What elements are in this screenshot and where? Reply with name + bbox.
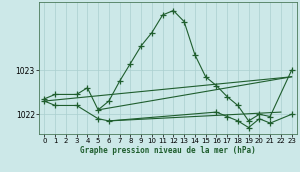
X-axis label: Graphe pression niveau de la mer (hPa): Graphe pression niveau de la mer (hPa) xyxy=(80,146,256,155)
